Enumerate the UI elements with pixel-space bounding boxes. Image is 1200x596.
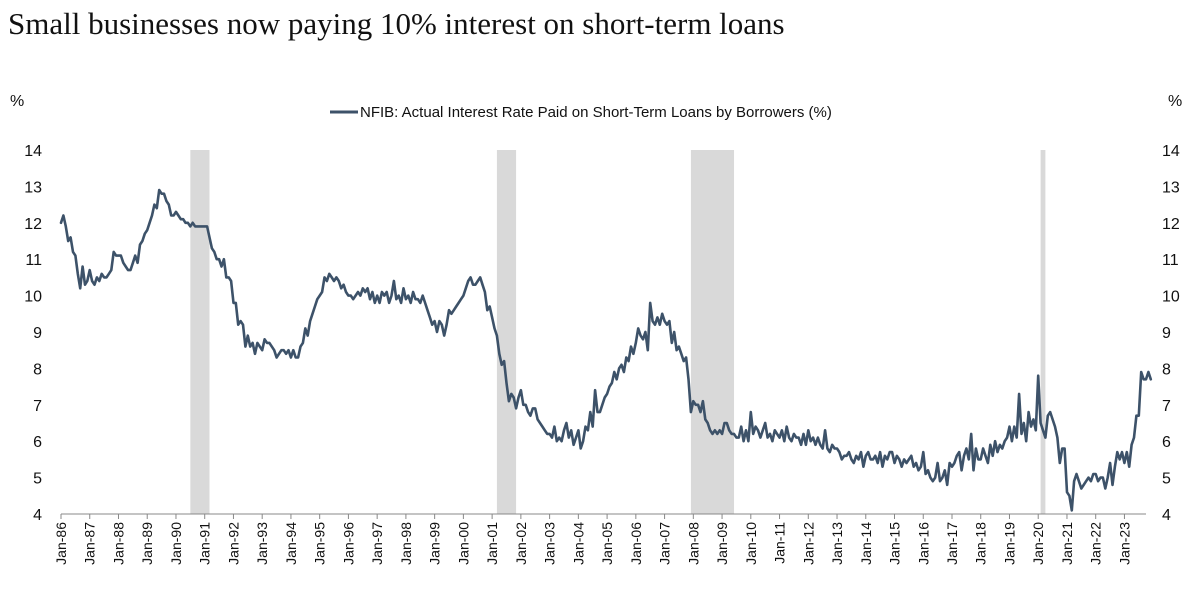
x-tick-label: Jan-12	[800, 522, 816, 565]
y-tick-right-label: 5	[1162, 471, 1171, 488]
x-tick-label: Jan-91	[197, 522, 213, 565]
recession-band-1	[190, 150, 210, 514]
x-tick-label: Jan-05	[599, 522, 615, 565]
y-tick-right-label: 14	[1162, 143, 1180, 160]
x-tick-label: Jan-10	[743, 522, 759, 565]
x-tick-label: Jan-98	[398, 522, 414, 565]
recession-bands	[190, 150, 1046, 514]
legend-label: NFIB: Actual Interest Rate Paid on Short…	[360, 104, 832, 121]
y-tick-right-label: 9	[1162, 325, 1171, 342]
x-tick-label: Jan-89	[139, 522, 155, 565]
x-tick-label: Jan-07	[657, 522, 673, 565]
x-tick-label: Jan-95	[312, 522, 328, 565]
x-tick-label: Jan-06	[628, 522, 644, 565]
x-tick-label: Jan-09	[714, 522, 730, 565]
x-tick-label: Jan-96	[340, 522, 356, 565]
x-tick-label: Jan-21	[1059, 522, 1075, 565]
y-tick-left-label: 7	[33, 398, 42, 415]
x-tick-label: Jan-20	[1030, 522, 1046, 565]
x-tick-label: Jan-23	[1116, 522, 1132, 565]
x-tick-label: Jan-92	[225, 522, 241, 565]
x-tick-label: Jan-99	[427, 522, 443, 565]
x-tick-label: Jan-93	[254, 522, 270, 565]
y-tick-right-label: 11	[1162, 252, 1179, 269]
y-tick-right-label: 4	[1162, 507, 1171, 524]
series-line	[59, 188, 1153, 512]
x-tick-label: Jan-16	[915, 522, 931, 565]
y-axis-right-unit: %	[1168, 93, 1182, 110]
x-tick-label: Jan-08	[685, 522, 701, 565]
chart-title: Small businesses now paying 10% interest…	[8, 6, 785, 41]
y-tick-left-label: 4	[33, 507, 42, 524]
x-tick-label: Jan-86	[53, 522, 69, 565]
x-tick-label: Jan-17	[944, 522, 960, 565]
y-axis-right: 4 5 6 7 8 9 10 11 12 13 14	[1162, 143, 1180, 524]
x-tick-label: Jan-04	[570, 522, 586, 565]
x-tick-label: Jan-18	[973, 522, 989, 565]
x-tick-label: Jan-03	[542, 522, 558, 565]
x-tick-label: Jan-19	[1001, 522, 1017, 565]
recession-band-2	[496, 150, 517, 514]
x-tick-label: Jan-88	[110, 522, 126, 565]
x-tick-label: Jan-01	[484, 522, 500, 565]
recession-band-3	[690, 150, 735, 514]
x-tick-label: Jan-14	[858, 522, 874, 565]
x-tick-label: Jan-94	[283, 522, 299, 565]
y-tick-right-label: 7	[1162, 398, 1171, 415]
y-tick-left-label: 8	[33, 361, 42, 378]
y-tick-left-label: 11	[25, 252, 42, 269]
x-tick-label: Jan-87	[82, 522, 98, 565]
recession-band-4	[1040, 150, 1046, 514]
y-tick-right-label: 10	[1162, 289, 1180, 306]
y-tick-right-label: 6	[1162, 434, 1171, 451]
y-tick-left-label: 14	[24, 143, 42, 160]
x-tick-label: Jan-97	[369, 522, 385, 565]
x-tick-label: Jan-22	[1088, 522, 1104, 565]
y-tick-left-label: 13	[24, 179, 42, 196]
y-axis-left-unit: %	[10, 93, 24, 110]
x-tick-label: Jan-00	[455, 522, 471, 565]
x-tick-label: Jan-13	[829, 522, 845, 565]
x-tick-label: Jan-90	[168, 522, 184, 565]
y-tick-right-label: 8	[1162, 361, 1171, 378]
y-tick-right-label: 12	[1162, 216, 1180, 233]
y-tick-left-label: 9	[33, 325, 42, 342]
x-tick-label: Jan-11	[772, 522, 788, 564]
x-tick-label: Jan-15	[887, 522, 903, 565]
x-axis: Jan-86 Jan-87 Jan-88 Jan-89 Jan-90 Jan-91 Jan-…	[53, 514, 1132, 565]
y-tick-left-label: 12	[24, 216, 42, 233]
y-axis-left: 4 5 6 7 8 9 10 11 12 13 14	[24, 143, 42, 524]
y-tick-right-label: 13	[1162, 179, 1180, 196]
legend: NFIB: Actual Interest Rate Paid on Short…	[330, 104, 832, 121]
x-tick-label: Jan-02	[513, 522, 529, 565]
y-tick-left-label: 6	[33, 434, 42, 451]
y-tick-left-label: 5	[33, 471, 42, 488]
y-tick-left-label: 10	[24, 289, 42, 306]
